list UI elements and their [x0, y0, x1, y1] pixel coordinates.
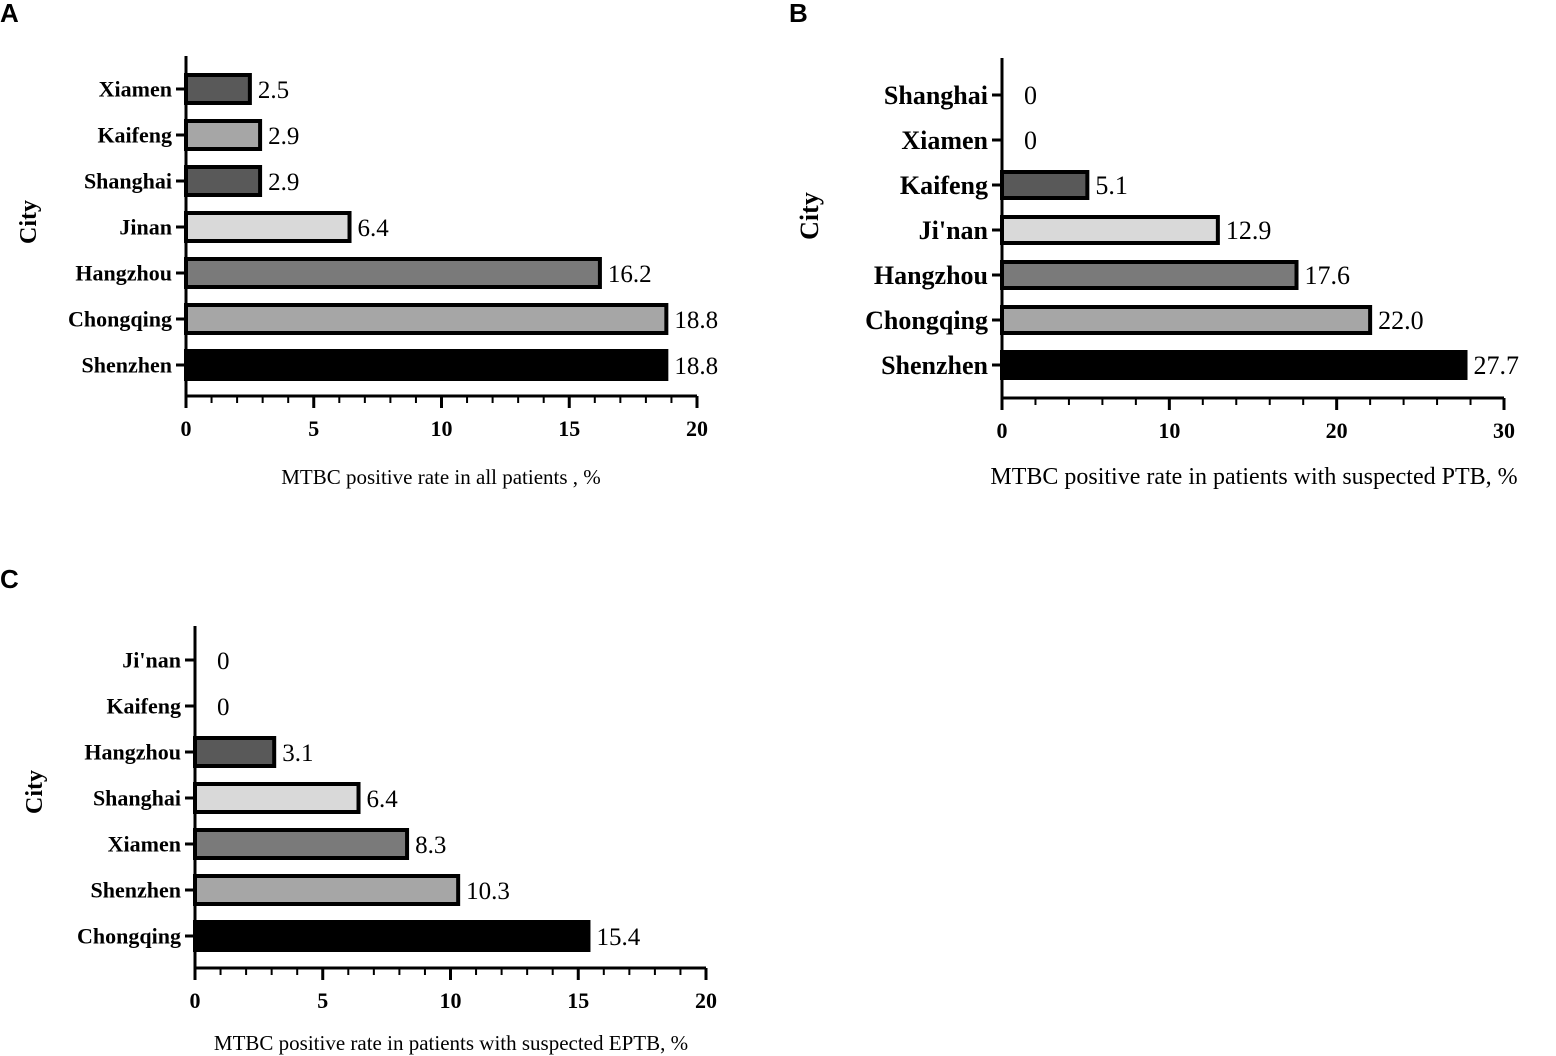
value-label: 0 [1024, 81, 1037, 110]
panel-letter: C [0, 564, 19, 594]
value-label: 0 [217, 694, 230, 721]
value-label: 18.8 [674, 353, 718, 380]
category-label: Shanghai [884, 81, 988, 110]
bar-xiamen [184, 73, 252, 105]
chart-panel-a: A City Xiamen 2.5 Kaifeng 2.9 Shanghai 2.9 Jinan… [0, 0, 718, 489]
value-label: 3.1 [282, 740, 313, 767]
value-label: 2.9 [268, 123, 299, 150]
bar-shenzhen [184, 349, 669, 381]
value-label: 0 [1024, 126, 1037, 155]
category-label: Ji'nan [122, 648, 181, 673]
x-tick-label: 0 [997, 418, 1008, 443]
category-label: Shanghai [93, 786, 181, 811]
category-label: Ji'nan [919, 216, 989, 245]
value-label: 15.4 [596, 924, 640, 951]
value-label: 27.7 [1474, 351, 1520, 380]
x-tick-label: 20 [686, 416, 708, 441]
category-label: Hangzhou [84, 740, 181, 765]
panel-letter: A [0, 0, 19, 28]
bar-chongqing [1000, 305, 1373, 335]
category-label: Hangzhou [75, 261, 172, 286]
category-label: Xiamen [99, 77, 172, 102]
bar-kaifeng [1000, 170, 1090, 200]
category-label: Chongqing [865, 306, 988, 335]
category-label: Chongqing [77, 924, 181, 949]
x-tick-label: 5 [308, 416, 319, 441]
y-axis-title: City [22, 770, 48, 814]
x-axis-title: MTBC positive rate in patients with susp… [214, 1031, 688, 1055]
bar-shanghai [184, 165, 263, 197]
x-tick-label: 0 [190, 988, 201, 1013]
panel-letter: B [789, 0, 808, 28]
value-label: 5.1 [1095, 171, 1128, 200]
category-label: Shenzhen [82, 353, 172, 378]
bar-jinan [184, 211, 352, 243]
x-tick-label: 0 [181, 416, 192, 441]
x-tick-label: 20 [695, 988, 717, 1013]
bar-shenzhen [193, 874, 461, 906]
category-label: Shanghai [84, 169, 172, 194]
value-label: 18.8 [674, 307, 718, 334]
bar-jinan [1000, 215, 1220, 245]
value-label: 22.0 [1378, 306, 1424, 335]
bar-hangzhou [193, 736, 277, 768]
value-label: 6.4 [358, 215, 390, 242]
bar-shanghai [193, 782, 361, 814]
value-label: 12.9 [1226, 216, 1272, 245]
y-axis-title: City [16, 200, 42, 244]
x-tick-label: 10 [1158, 418, 1180, 443]
category-label: Hangzhou [874, 261, 988, 290]
x-tick-label: 10 [431, 416, 453, 441]
bar-shenzhen [1000, 350, 1468, 380]
category-label: Chongqing [68, 307, 172, 332]
x-tick-label: 15 [558, 416, 580, 441]
category-label: Xiamen [901, 126, 988, 155]
x-tick-label: 30 [1493, 418, 1515, 443]
bar-chongqing [193, 920, 591, 952]
x-tick-label: 20 [1326, 418, 1348, 443]
x-axis-title: MTBC positive rate in patients with susp… [990, 464, 1517, 490]
value-label: 17.6 [1305, 261, 1351, 290]
value-label: 0 [217, 648, 230, 675]
category-label: Kaifeng [900, 171, 988, 200]
x-tick-label: 5 [317, 988, 328, 1013]
bar-kaifeng [184, 119, 263, 151]
chart-panel-c: C City Ji'nan 0 Kaifeng 0 Hangzhou 3.1 Shanghai 6… [0, 564, 717, 1055]
y-axis-title: City [795, 192, 824, 240]
chart-panel-b: B City Shanghai 0 Xiamen 0 Kaifeng 5.1 Ji'nan 12.… [789, 0, 1519, 490]
value-label: 2.5 [258, 77, 289, 104]
value-label: 10.3 [466, 878, 510, 905]
x-axis-title: MTBC positive rate in all patients , % [281, 465, 601, 489]
category-label: Kaifeng [106, 694, 181, 719]
value-label: 8.3 [415, 832, 446, 859]
category-label: Kaifeng [97, 123, 172, 148]
category-label: Shenzhen [881, 351, 988, 380]
value-label: 2.9 [268, 169, 299, 196]
category-label: Shenzhen [91, 878, 181, 903]
value-label: 6.4 [367, 786, 399, 813]
bar-hangzhou [184, 257, 602, 289]
bar-hangzhou [1000, 260, 1299, 290]
category-label: Xiamen [108, 832, 181, 857]
value-label: 16.2 [608, 261, 652, 288]
bar-chongqing [184, 303, 669, 335]
category-label: Jinan [119, 215, 172, 240]
x-tick-label: 15 [567, 988, 589, 1013]
bar-xiamen [193, 828, 410, 860]
x-tick-label: 10 [440, 988, 462, 1013]
